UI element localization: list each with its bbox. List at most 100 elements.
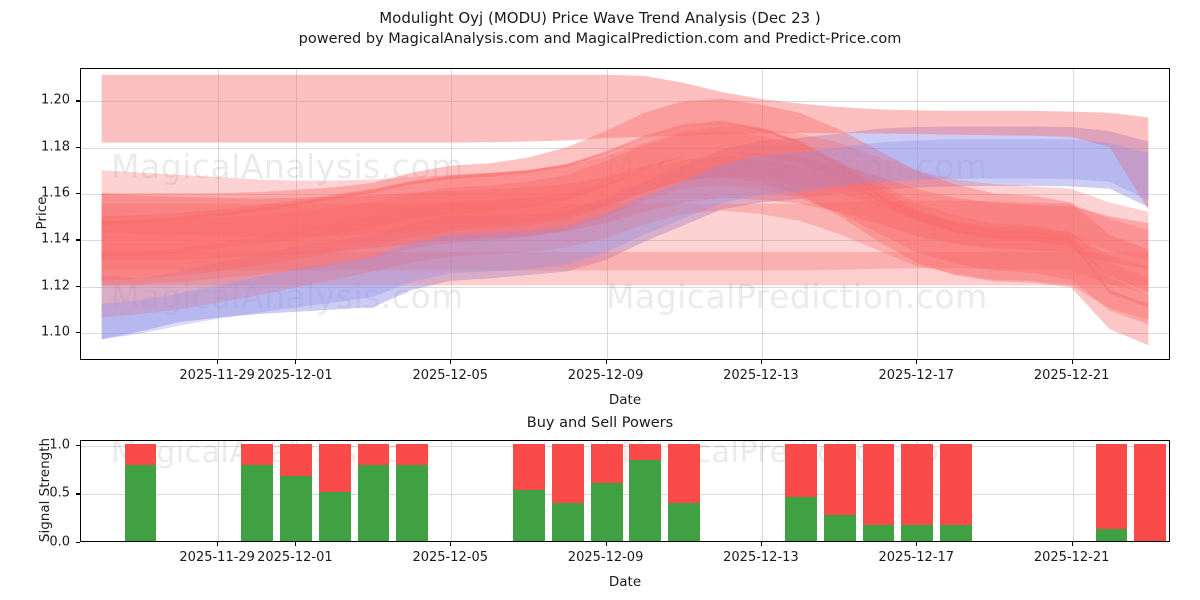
buy-power-bar[interactable] — [279, 475, 312, 541]
sell-power-bar[interactable] — [1134, 443, 1167, 541]
title-block: Modulight Oyj (MODU) Price Wave Trend An… — [0, 8, 1200, 49]
signal-xtick-mark — [1071, 542, 1073, 546]
buy-power-bar[interactable] — [784, 497, 817, 541]
buy-power-bar[interactable] — [512, 489, 545, 541]
gridline-vertical — [451, 441, 453, 541]
gridline-horizontal — [81, 101, 1169, 103]
price-xtick-mark — [450, 360, 452, 364]
signal-ytick-label: 1.0 — [49, 437, 70, 453]
price-xtick-mark — [916, 360, 918, 364]
sell-power-bar[interactable] — [124, 443, 157, 466]
buy-power-bar[interactable] — [551, 503, 584, 541]
sell-power-bar[interactable] — [551, 443, 584, 504]
price-wave-bands — [101, 74, 1149, 346]
buy-power-bar[interactable] — [940, 524, 973, 541]
price-xtick-label: 2025-12-05 — [412, 368, 488, 383]
price-xtick-label: 2025-11-29 — [179, 368, 255, 383]
buy-power-bar[interactable] — [241, 465, 273, 541]
signal-axis-label-x: Date — [608, 574, 642, 590]
buy-power-bar[interactable] — [629, 460, 662, 541]
sell-power-bar[interactable] — [784, 443, 817, 498]
price-band-bearish-wide-floor — [101, 200, 1149, 294]
price-band-bearish-support-band — [101, 156, 1149, 320]
gridline-vertical — [1072, 69, 1074, 359]
page-subtitle: powered by MagicalAnalysis.com and Magic… — [298, 31, 902, 47]
price-band-bearish-declining-wave — [101, 123, 1149, 346]
price-ytick-label: 1.14 — [41, 231, 70, 247]
signal-panel-title: Buy and Sell Powers — [526, 415, 674, 431]
gridline-horizontal — [81, 286, 1169, 288]
sell-power-bar[interactable] — [241, 443, 273, 466]
signal-xtick-mark — [294, 542, 297, 546]
sell-power-bar[interactable] — [629, 443, 662, 461]
sell-power-bar[interactable] — [862, 443, 895, 526]
price-band-bearish-flat-base — [101, 251, 1149, 286]
price-band-bearish-band-secondary — [101, 126, 1149, 261]
gridline-vertical — [606, 69, 608, 359]
sell-power-bar[interactable] — [396, 443, 429, 466]
price-band-bullish-secondary-band — [101, 138, 1149, 340]
buy-power-bar[interactable] — [823, 514, 856, 541]
sell-power-bar[interactable] — [668, 443, 701, 504]
buy-power-bar[interactable] — [124, 465, 157, 541]
sell-power-bar[interactable] — [279, 443, 312, 476]
buy-power-bar[interactable] — [396, 465, 429, 541]
sell-power-bar[interactable] — [940, 443, 973, 525]
sell-power-bar[interactable] — [901, 443, 934, 525]
price-axis-label-y: Price — [34, 196, 50, 230]
price-ytick-label: 1.10 — [41, 324, 70, 340]
signal-ytick-mark — [75, 493, 80, 495]
gridline-vertical — [1072, 441, 1074, 541]
signal-xtick-mark — [916, 542, 918, 546]
signal-chart-axes: MagicalAnalysis.com MagicalPrediction.co… — [80, 440, 1170, 542]
signal-bars-container — [81, 441, 1169, 541]
sell-power-bar[interactable] — [357, 443, 390, 466]
buy-power-bar[interactable] — [901, 524, 934, 541]
sell-power-bar[interactable] — [823, 443, 856, 515]
price-ytick-mark — [75, 239, 80, 241]
gridline-horizontal — [81, 494, 1169, 496]
signal-xtick-mark — [450, 542, 452, 546]
price-ytick-label: 1.20 — [41, 92, 70, 108]
sell-power-bar[interactable] — [590, 443, 623, 483]
price-ytick-label: 1.12 — [41, 278, 70, 294]
signal-xtick-label: 2025-12-17 — [878, 550, 955, 565]
price-xtick-mark — [760, 360, 763, 364]
signal-ytick-label: 0.0 — [49, 534, 70, 550]
signal-ytick-mark — [75, 444, 80, 447]
buy-power-bar[interactable] — [862, 525, 895, 541]
signal-axis-label-y: Signal Strength — [37, 437, 53, 543]
signal-xtick-label: 2025-12-01 — [257, 550, 333, 565]
gridline-horizontal — [81, 333, 1169, 335]
buy-power-bar[interactable] — [1095, 529, 1128, 541]
price-ytick-mark — [75, 193, 80, 195]
sell-power-bar[interactable] — [512, 443, 545, 490]
signal-xtick-mark — [605, 542, 607, 546]
gridline-horizontal — [81, 147, 1169, 149]
price-ytick-mark — [75, 285, 80, 288]
price-xtick-label: 2025-12-01 — [257, 368, 333, 383]
price-band-bullish-envelope-primary — [101, 126, 1149, 340]
signal-ytick-label: 0.5 — [49, 485, 70, 501]
gridline-vertical — [917, 69, 919, 359]
buy-power-bar[interactable] — [590, 482, 623, 541]
price-band-bearish-envelope-lower — [101, 131, 1149, 325]
buy-power-bar[interactable] — [357, 465, 390, 541]
price-chart-axes: MagicalAnalysis.com MagicalPrediction.co… — [80, 68, 1170, 360]
price-axis-label-x: Date — [608, 392, 642, 408]
gridline-vertical — [218, 441, 220, 541]
signal-xtick-label: 2025-12-21 — [1033, 550, 1110, 565]
gridline-vertical — [295, 69, 297, 359]
price-xtick-label: 2025-12-21 — [1033, 368, 1110, 383]
page-title: Modulight Oyj (MODU) Price Wave Trend An… — [379, 9, 821, 27]
price-ytick-mark — [75, 100, 80, 102]
buy-power-bar[interactable] — [668, 503, 701, 541]
sell-power-bar[interactable] — [318, 443, 351, 493]
sell-power-bar[interactable] — [1095, 443, 1128, 530]
price-xtick-label: 2025-12-09 — [567, 368, 644, 383]
gridline-horizontal — [81, 445, 1169, 447]
gridline-vertical — [761, 69, 763, 359]
buy-power-bar[interactable] — [318, 492, 351, 541]
price-band-bearish-lower-channel — [101, 151, 1149, 270]
